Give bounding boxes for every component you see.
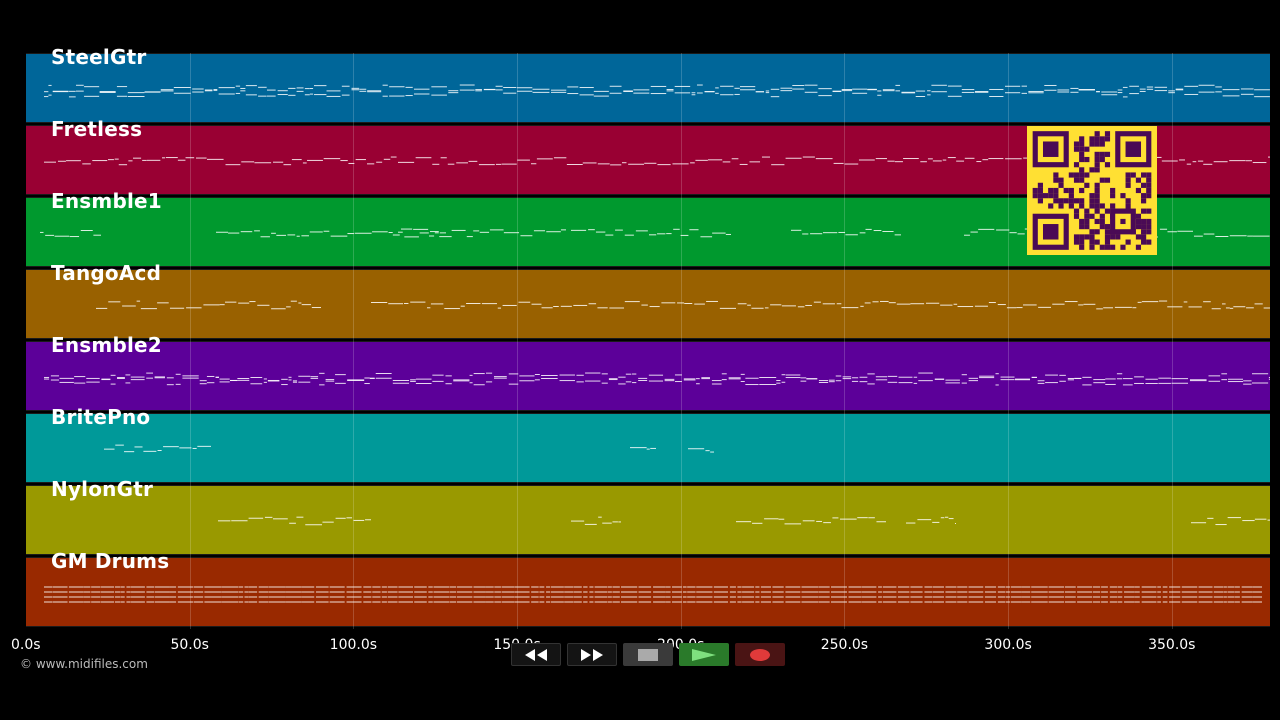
- time-tick-label: 0.0s: [11, 637, 41, 653]
- track-label: Fretless: [51, 117, 143, 141]
- time-tick-label: 100.0s: [329, 637, 378, 653]
- gridline: [844, 53, 846, 629]
- piano-roll: SteelGtr Fretless Ensmble1 TangoAcd Ensmble2…: [26, 45, 1270, 629]
- transport-controls: [511, 643, 785, 666]
- fast-forward-button[interactable]: [567, 643, 617, 666]
- gridline: [353, 53, 355, 629]
- track-label: BritePno: [51, 405, 151, 429]
- time-tick-label: 300.0s: [984, 637, 1032, 653]
- gridline: [1008, 53, 1010, 629]
- track-lane-tangoacd: TangoAcd: [26, 261, 1270, 339]
- track-label: NylonGtr: [51, 477, 154, 501]
- track-label: SteelGtr: [51, 45, 147, 69]
- track-lane-britepno: BritePno: [26, 405, 1270, 483]
- gridline: [1171, 53, 1173, 629]
- qr-code: [1027, 126, 1157, 255]
- record-icon: [750, 648, 770, 661]
- track-label: GM Drums: [51, 549, 170, 573]
- copyright-text: © www.midifiles.com: [20, 657, 148, 671]
- qr-code-pattern: [1032, 131, 1152, 250]
- track-label: Ensmble2: [51, 333, 162, 357]
- track-lane-ensmble2: Ensmble2: [26, 333, 1270, 411]
- fast-forward-icon: [581, 648, 603, 661]
- rewind-icon: [525, 648, 547, 661]
- time-tick-label: 250.0s: [820, 637, 869, 653]
- gridline: [680, 53, 682, 629]
- play-icon: [692, 648, 716, 661]
- play-button[interactable]: [679, 643, 729, 666]
- time-tick-label: 350.0s: [1148, 637, 1196, 653]
- record-button[interactable]: [735, 643, 785, 666]
- rewind-button[interactable]: [511, 643, 561, 666]
- time-tick-label: 50.0s: [170, 637, 209, 653]
- track-label: TangoAcd: [51, 261, 162, 285]
- stop-button[interactable]: [623, 643, 673, 666]
- stop-icon: [638, 648, 658, 661]
- track-lane-nylongtr: NylonGtr: [26, 477, 1270, 555]
- gridline: [517, 53, 519, 629]
- track-label: Ensmble1: [51, 189, 162, 213]
- gridline: [189, 53, 191, 629]
- note-overlay: [40, 84, 1270, 603]
